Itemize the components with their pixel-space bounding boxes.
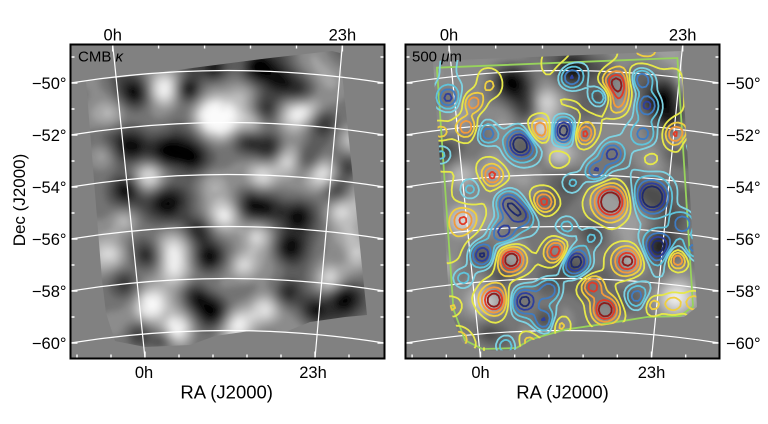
svg-text:23h: 23h [329, 27, 357, 45]
svg-text:23h: 23h [638, 364, 666, 382]
svg-text:−54°: −54° [726, 179, 761, 197]
svg-text:0h: 0h [471, 364, 489, 382]
svg-text:23h: 23h [669, 27, 697, 45]
svg-text:−52°: −52° [32, 127, 67, 145]
svg-text:−56°: −56° [32, 231, 67, 249]
svg-text:RA (J2000): RA (J2000) [180, 382, 273, 403]
svg-text:−60°: −60° [32, 335, 67, 353]
svg-text:CMB κ: CMB κ [78, 49, 125, 66]
svg-text:−54°: −54° [32, 179, 67, 197]
svg-text:−50°: −50° [726, 75, 761, 93]
svg-text:0h: 0h [440, 27, 458, 45]
svg-text:−60°: −60° [726, 335, 761, 353]
svg-text:−58°: −58° [32, 283, 67, 301]
svg-text:23h: 23h [299, 364, 327, 382]
svg-text:0h: 0h [135, 364, 153, 382]
svg-text:RA (J2000): RA (J2000) [516, 382, 609, 403]
svg-text:0h: 0h [104, 27, 122, 45]
svg-text:−56°: −56° [726, 231, 761, 249]
svg-text:−50°: −50° [32, 75, 67, 93]
svg-text:Dec (J2000): Dec (J2000) [10, 154, 29, 247]
svg-text:500 μm: 500 μm [412, 49, 462, 66]
svg-text:−58°: −58° [726, 283, 761, 301]
svg-text:−52°: −52° [726, 127, 761, 145]
